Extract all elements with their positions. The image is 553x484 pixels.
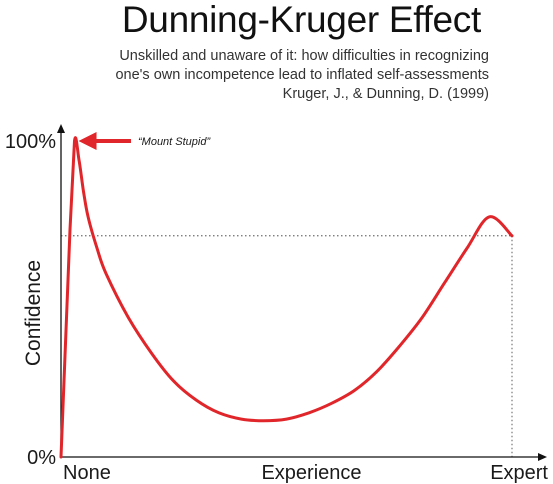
y-axis-label: Confidence xyxy=(22,260,45,366)
chart-title: Dunning-Kruger Effect xyxy=(121,0,481,40)
subtitle-line-3: Kruger, J., & Dunning, D. (1999) xyxy=(282,86,489,102)
x-tick-label-none: None xyxy=(63,462,111,484)
annotation-mount-stupid: “Mount Stupid” xyxy=(138,136,211,148)
axis-labels: 100% 0% Confidence None Experience Exper… xyxy=(5,131,549,484)
subtitle-line-1: Unskilled and unaware of it: how difficu… xyxy=(119,48,489,64)
x-tick-label-expert: Expert xyxy=(490,462,548,484)
confidence-curve xyxy=(59,136,514,459)
annotation-arrow-icon xyxy=(78,132,131,150)
annotation: “Mount Stupid” xyxy=(78,132,211,150)
reference-lines xyxy=(61,235,513,457)
annotation-arrowhead xyxy=(78,132,97,150)
y-axis-arrowhead xyxy=(57,124,65,133)
x-tick-label-experience: Experience xyxy=(261,462,361,484)
series-lines xyxy=(59,136,514,459)
subtitle-line-2: one's own incompetence lead to inflated … xyxy=(115,67,489,83)
y-tick-label-100: 100% xyxy=(5,131,56,153)
x-axis-arrowhead xyxy=(538,453,547,461)
chart-subtitle: Unskilled and unaware of it: how difficu… xyxy=(19,47,489,104)
y-tick-label-0: 0% xyxy=(27,447,56,469)
axes xyxy=(57,124,547,461)
